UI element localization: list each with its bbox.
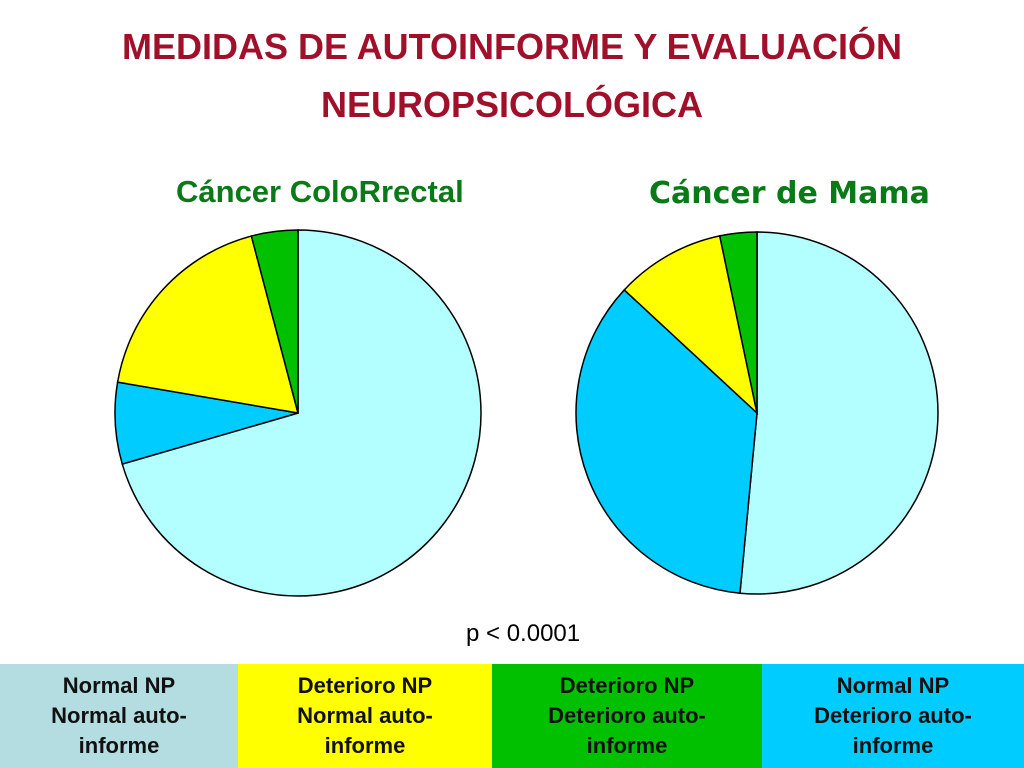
- legend-deterioro-np-deterioro-auto: Deterioro NP Deterioro auto- informe: [492, 664, 762, 768]
- legend-line: Normal NP: [62, 673, 176, 698]
- mama-slice-deterioro-deterioro: [718, 231, 758, 414]
- p-value: p < 0.0001: [466, 620, 581, 647]
- legend-line: informe: [78, 733, 160, 758]
- legend-line: informe: [586, 733, 668, 758]
- mama-slice-deterioro-normal: [623, 234, 759, 416]
- legend-line: Normal auto-: [51, 703, 187, 728]
- pie-chart-mama: [575, 231, 939, 595]
- colorrectal-slice-deterioro-normal: [116, 235, 300, 414]
- legend-line: Deterioro auto-: [814, 703, 972, 728]
- mama-slice-normal-deterioro: [575, 288, 758, 595]
- colorrectal-slice-deterioro-deterioro: [250, 229, 299, 414]
- legend-line: informe: [852, 733, 934, 758]
- pie-title-colorrectal: Cáncer ColoRrectal: [176, 174, 464, 209]
- pie-chart-colorrectal: [114, 229, 482, 597]
- legend-normal-np-normal-auto: Normal NP Normal auto- informe: [0, 664, 238, 768]
- legend-line: informe: [324, 733, 406, 758]
- page-title-line-2: NEUROPSICOLÓGICA: [320, 84, 704, 125]
- pie-title-mama: Cáncer de Mama: [649, 176, 930, 211]
- legend-normal-np-deterioro-auto: Normal NP Deterioro auto- informe: [762, 664, 1024, 768]
- legend-line: Deterioro NP: [559, 673, 695, 698]
- legend-line: Normal NP: [836, 673, 950, 698]
- mama-slice-normal-normal: [739, 231, 939, 595]
- legend-deterioro-np-normal-auto: Deterioro NP Normal auto- informe: [238, 664, 492, 768]
- legend-line: Deterioro NP: [297, 673, 433, 698]
- legend-line: Normal auto-: [297, 703, 433, 728]
- page-title-line-1: MEDIDAS DE AUTOINFORME Y EVALUACIÓN: [121, 26, 903, 67]
- colorrectal-slice-normal-normal: [121, 229, 482, 597]
- legend: Normal NP Normal auto- informe Deterioro…: [0, 664, 1024, 768]
- legend-line: Deterioro auto-: [548, 703, 706, 728]
- pie-charts: [114, 229, 939, 597]
- page-title: MEDIDAS DE AUTOINFORME Y EVALUACIÓN NEUR…: [0, 18, 1024, 134]
